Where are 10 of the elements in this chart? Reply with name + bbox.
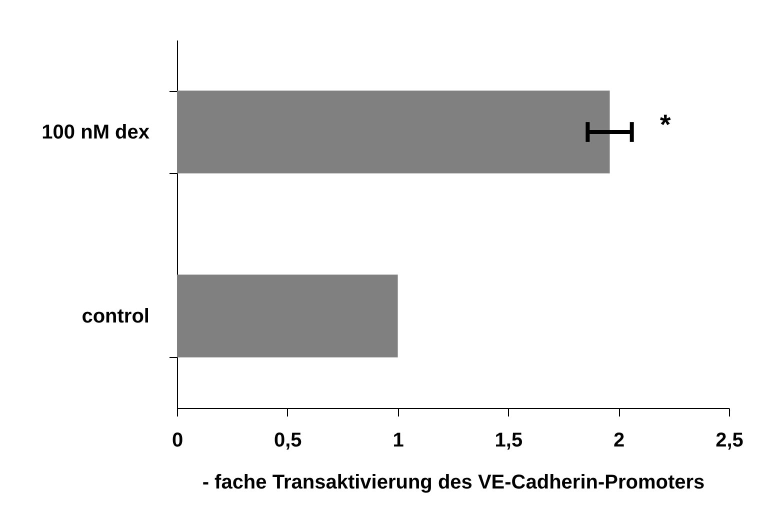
annotation: * — [660, 109, 671, 140]
x-tick-label: 2 — [614, 430, 625, 452]
x-tick-label: 1,5 — [494, 430, 523, 452]
x-tick-label: 1 — [392, 430, 404, 452]
y-tick-label: control — [82, 306, 150, 328]
x-tick-label: 0 — [172, 430, 184, 452]
y-tick-label: 100 nM dex — [42, 122, 150, 144]
x-tick-label: 0,5 — [274, 430, 302, 452]
x-axis-title: - fache Transaktivierung des VE-Cadherin-Promoters — [202, 472, 705, 494]
x-tick-label: 2,5 — [716, 430, 744, 452]
